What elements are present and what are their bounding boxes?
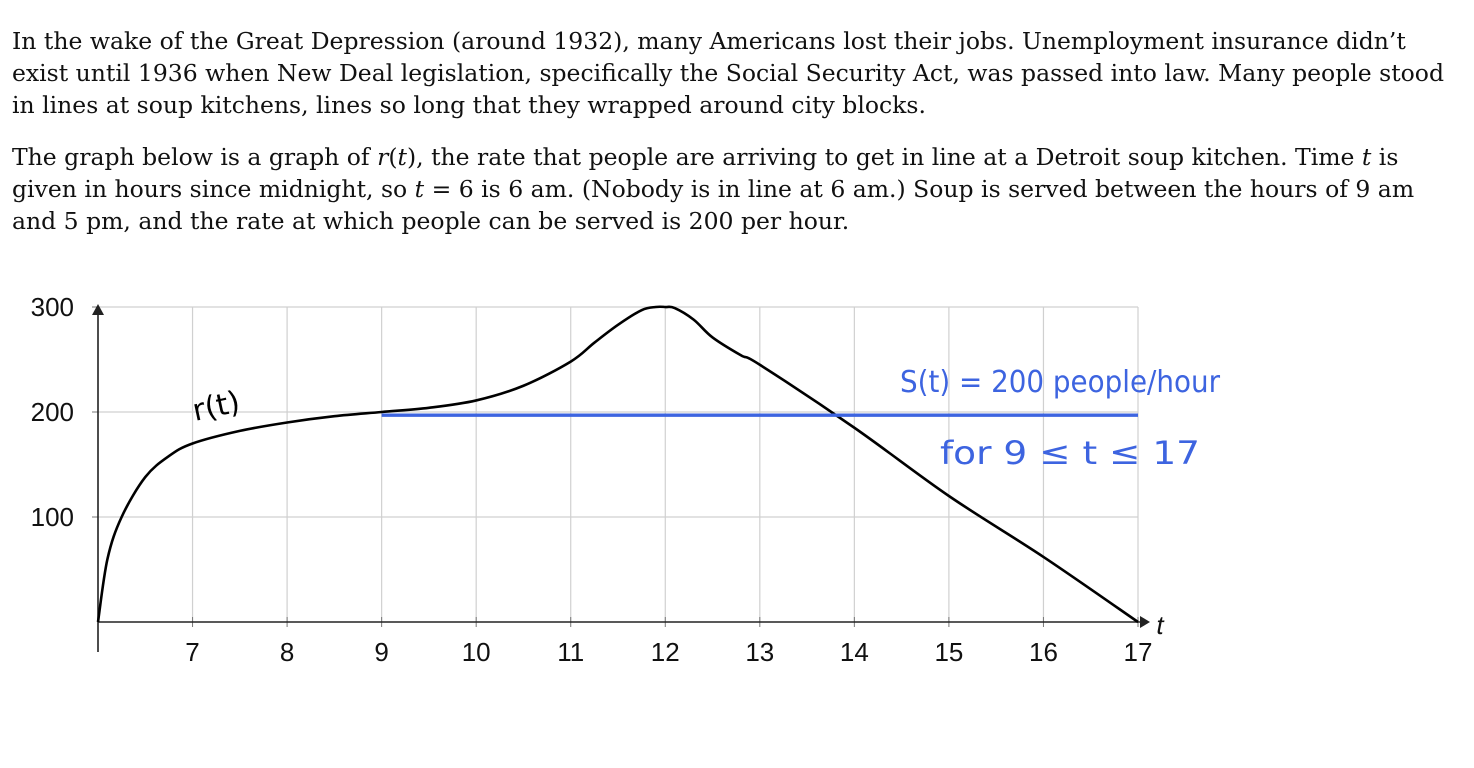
y-axis-arrow [92, 304, 104, 315]
intro-paragraph: In the wake of the Great Depression (aro… [12, 27, 1444, 119]
x-tick-label-9: 9 [374, 637, 388, 667]
series-line-rt [96, 305, 1139, 624]
graph-description-paragraph: The graph below is a graph of r(t), the … [12, 141, 1462, 237]
p2-var-r: r [377, 143, 389, 171]
p2-var-t1: t [397, 143, 407, 171]
y-tick-label-100: 100 [31, 502, 74, 532]
x-tick-label-7: 7 [185, 637, 199, 667]
y-tick-label-300: 300 [31, 292, 74, 322]
p2-text-c: ), the rate that people are arriving to … [406, 143, 1362, 171]
p2-text-d: is given in hours since midnight, so [12, 143, 1399, 203]
x-tick-label-8: 8 [280, 637, 294, 667]
x-axis-label: t [1156, 610, 1165, 640]
p2-var-t3: t [414, 175, 425, 203]
p2-text-b: ( [388, 143, 398, 171]
p2-var-t2: t [1361, 143, 1372, 171]
x-tick-label-15: 15 [934, 637, 963, 667]
annotation-domain: for 9 ≤ t ≤ 17 [940, 434, 1200, 472]
x-tick-label-10: 10 [462, 637, 491, 667]
x-tick-label-13: 13 [745, 637, 774, 667]
x-tick-label-11: 11 [557, 637, 584, 667]
annotation-r-of-t: r(t) [189, 385, 243, 429]
x-tick-label-14: 14 [840, 637, 869, 667]
p2-text-e: = 6 is 6 am. (Nobody is in line at 6 am.… [12, 175, 1415, 235]
p2-text-a: The graph below is a graph of [12, 143, 378, 171]
y-tick-label-200: 200 [31, 397, 74, 427]
x-tick-label-12: 12 [651, 637, 680, 667]
annotation-s-of-t: S(t) = 200 people/hour [900, 365, 1221, 400]
x-tick-label-16: 16 [1029, 637, 1058, 667]
x-tick-label-17: 17 [1124, 637, 1153, 667]
x-axis-arrow [1140, 616, 1150, 628]
